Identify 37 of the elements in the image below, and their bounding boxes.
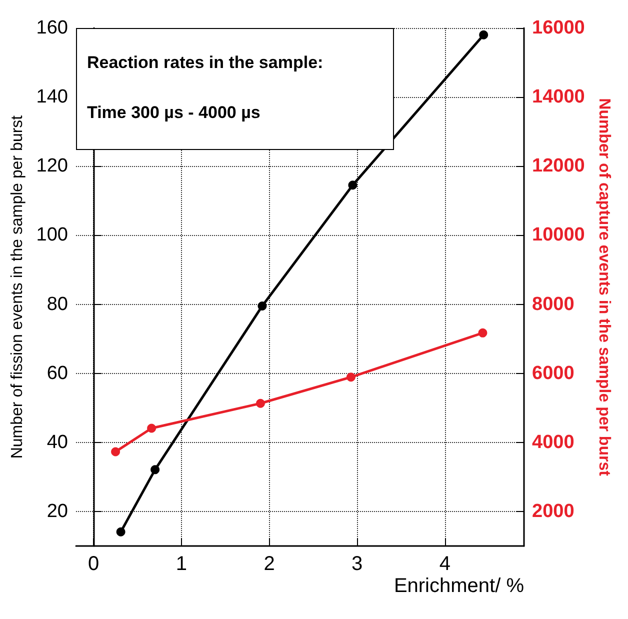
x-tick-label: 0 xyxy=(88,553,100,575)
y2-tick-label: 10000 xyxy=(532,224,585,246)
point xyxy=(147,424,156,433)
x-tick-label: 4 xyxy=(439,553,451,575)
y-tick-label: 160 xyxy=(36,18,68,38)
y2-tick-label: 6000 xyxy=(532,362,574,384)
y2-tick-label: 2000 xyxy=(532,500,574,522)
point xyxy=(116,527,126,536)
point xyxy=(256,398,265,408)
y2-tick-label: 4000 xyxy=(532,432,574,453)
note-box: Reaction rates in the sample: Time 300 µs - 4000 µs xyxy=(76,28,394,150)
x-tick-label: 1 xyxy=(176,553,187,575)
y2-tick-label: 14000 xyxy=(532,86,585,108)
y-tick-label: 100 xyxy=(36,224,68,246)
y2-tick-label: 8000 xyxy=(532,294,574,315)
point xyxy=(150,465,160,474)
y2-axis-title: Number of capture events in the sample per burst xyxy=(596,98,612,477)
y-axis-title: Number of fission events in the sample per burst xyxy=(8,114,26,459)
annotation: Time 300 µs - 4000 µs xyxy=(87,103,262,123)
annotation: Reaction rates in the sample: xyxy=(87,53,324,73)
y-tick-label: 20 xyxy=(46,500,68,522)
point xyxy=(479,30,488,40)
x-tick-label: 3 xyxy=(352,553,363,575)
y2-tick-label: 12000 xyxy=(532,156,585,177)
x-tick-label: 2 xyxy=(264,553,275,575)
y-tick-label: 40 xyxy=(46,432,68,453)
point xyxy=(348,180,358,190)
point xyxy=(258,301,267,310)
point xyxy=(478,328,488,338)
x-axis-title: Enrichment/ % xyxy=(394,575,524,597)
point xyxy=(346,372,356,382)
y-tick-label: 60 xyxy=(46,362,68,384)
y-tick-label: 140 xyxy=(36,86,68,108)
y-tick-label: 80 xyxy=(46,294,68,315)
y-tick-label: 120 xyxy=(36,156,68,177)
point xyxy=(111,447,120,456)
y2-tick-label: 16000 xyxy=(532,18,585,38)
